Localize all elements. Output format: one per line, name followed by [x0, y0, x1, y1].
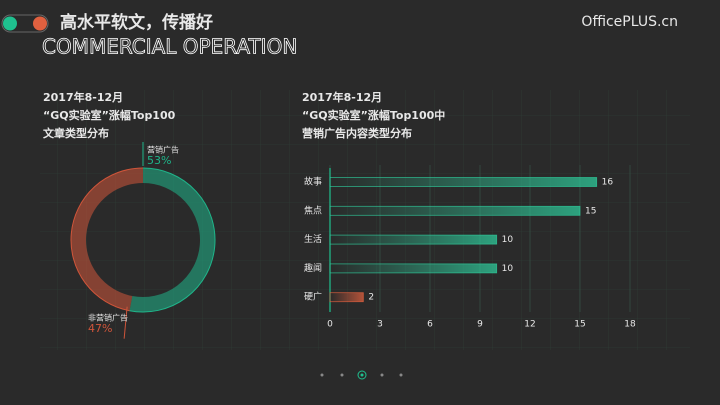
x-tick-label: 18 [624, 320, 636, 330]
x-tick-label: 6 [427, 320, 433, 330]
value-label: 2 [368, 293, 374, 303]
slide-title: 高水平软文，传播好 [60, 12, 213, 33]
pagination [320, 370, 403, 380]
bar [329, 234, 498, 245]
chart-title: 2017年8-12月 [302, 90, 382, 104]
bar [329, 177, 598, 187]
donut-edge [70, 167, 144, 312]
logo-toggle [1, 14, 49, 33]
category-label: 故事 [304, 176, 322, 188]
chart-title: 营销广告内容类型分布 [302, 126, 412, 140]
value-label: 53% [147, 154, 171, 167]
category-label: 非营销广告 [88, 313, 128, 323]
value-label: 10 [502, 264, 514, 274]
x-tick-label: 0 [327, 320, 333, 330]
bar [329, 292, 364, 303]
donut-edge [129, 167, 216, 313]
x-tick-label: 12 [524, 320, 535, 330]
chart-title: 文章类型分布 [43, 126, 109, 140]
bar [329, 205, 581, 216]
chart-title: “GQ实验室”涨幅Top100 [43, 108, 176, 122]
category-label: 趣闻 [304, 262, 322, 274]
donut-segment [71, 168, 144, 311]
x-tick-label: 15 [574, 320, 585, 330]
value-label: 16 [602, 178, 614, 188]
value-label: 47% [88, 322, 112, 335]
chart-title: 2017年8-12月 [43, 90, 123, 104]
x-tick-label: 3 [377, 320, 383, 330]
slide-subtitle: COMMERCIAL OPERATION [42, 35, 297, 59]
x-tick-label: 9 [477, 320, 483, 330]
chart-title: “GQ实验室”涨幅Top100中 [302, 108, 445, 122]
category-label: 硬广 [304, 291, 322, 303]
category-label: 营销广告 [147, 145, 179, 155]
leader-line [123, 306, 128, 339]
donut-segment [129, 168, 215, 312]
brand: OfficePLUS.cn [581, 14, 678, 30]
category-label: 生活 [304, 233, 322, 245]
bar [329, 263, 498, 274]
value-label: 10 [502, 235, 514, 245]
value-label: 15 [585, 206, 596, 216]
category-label: 焦点 [304, 204, 322, 216]
